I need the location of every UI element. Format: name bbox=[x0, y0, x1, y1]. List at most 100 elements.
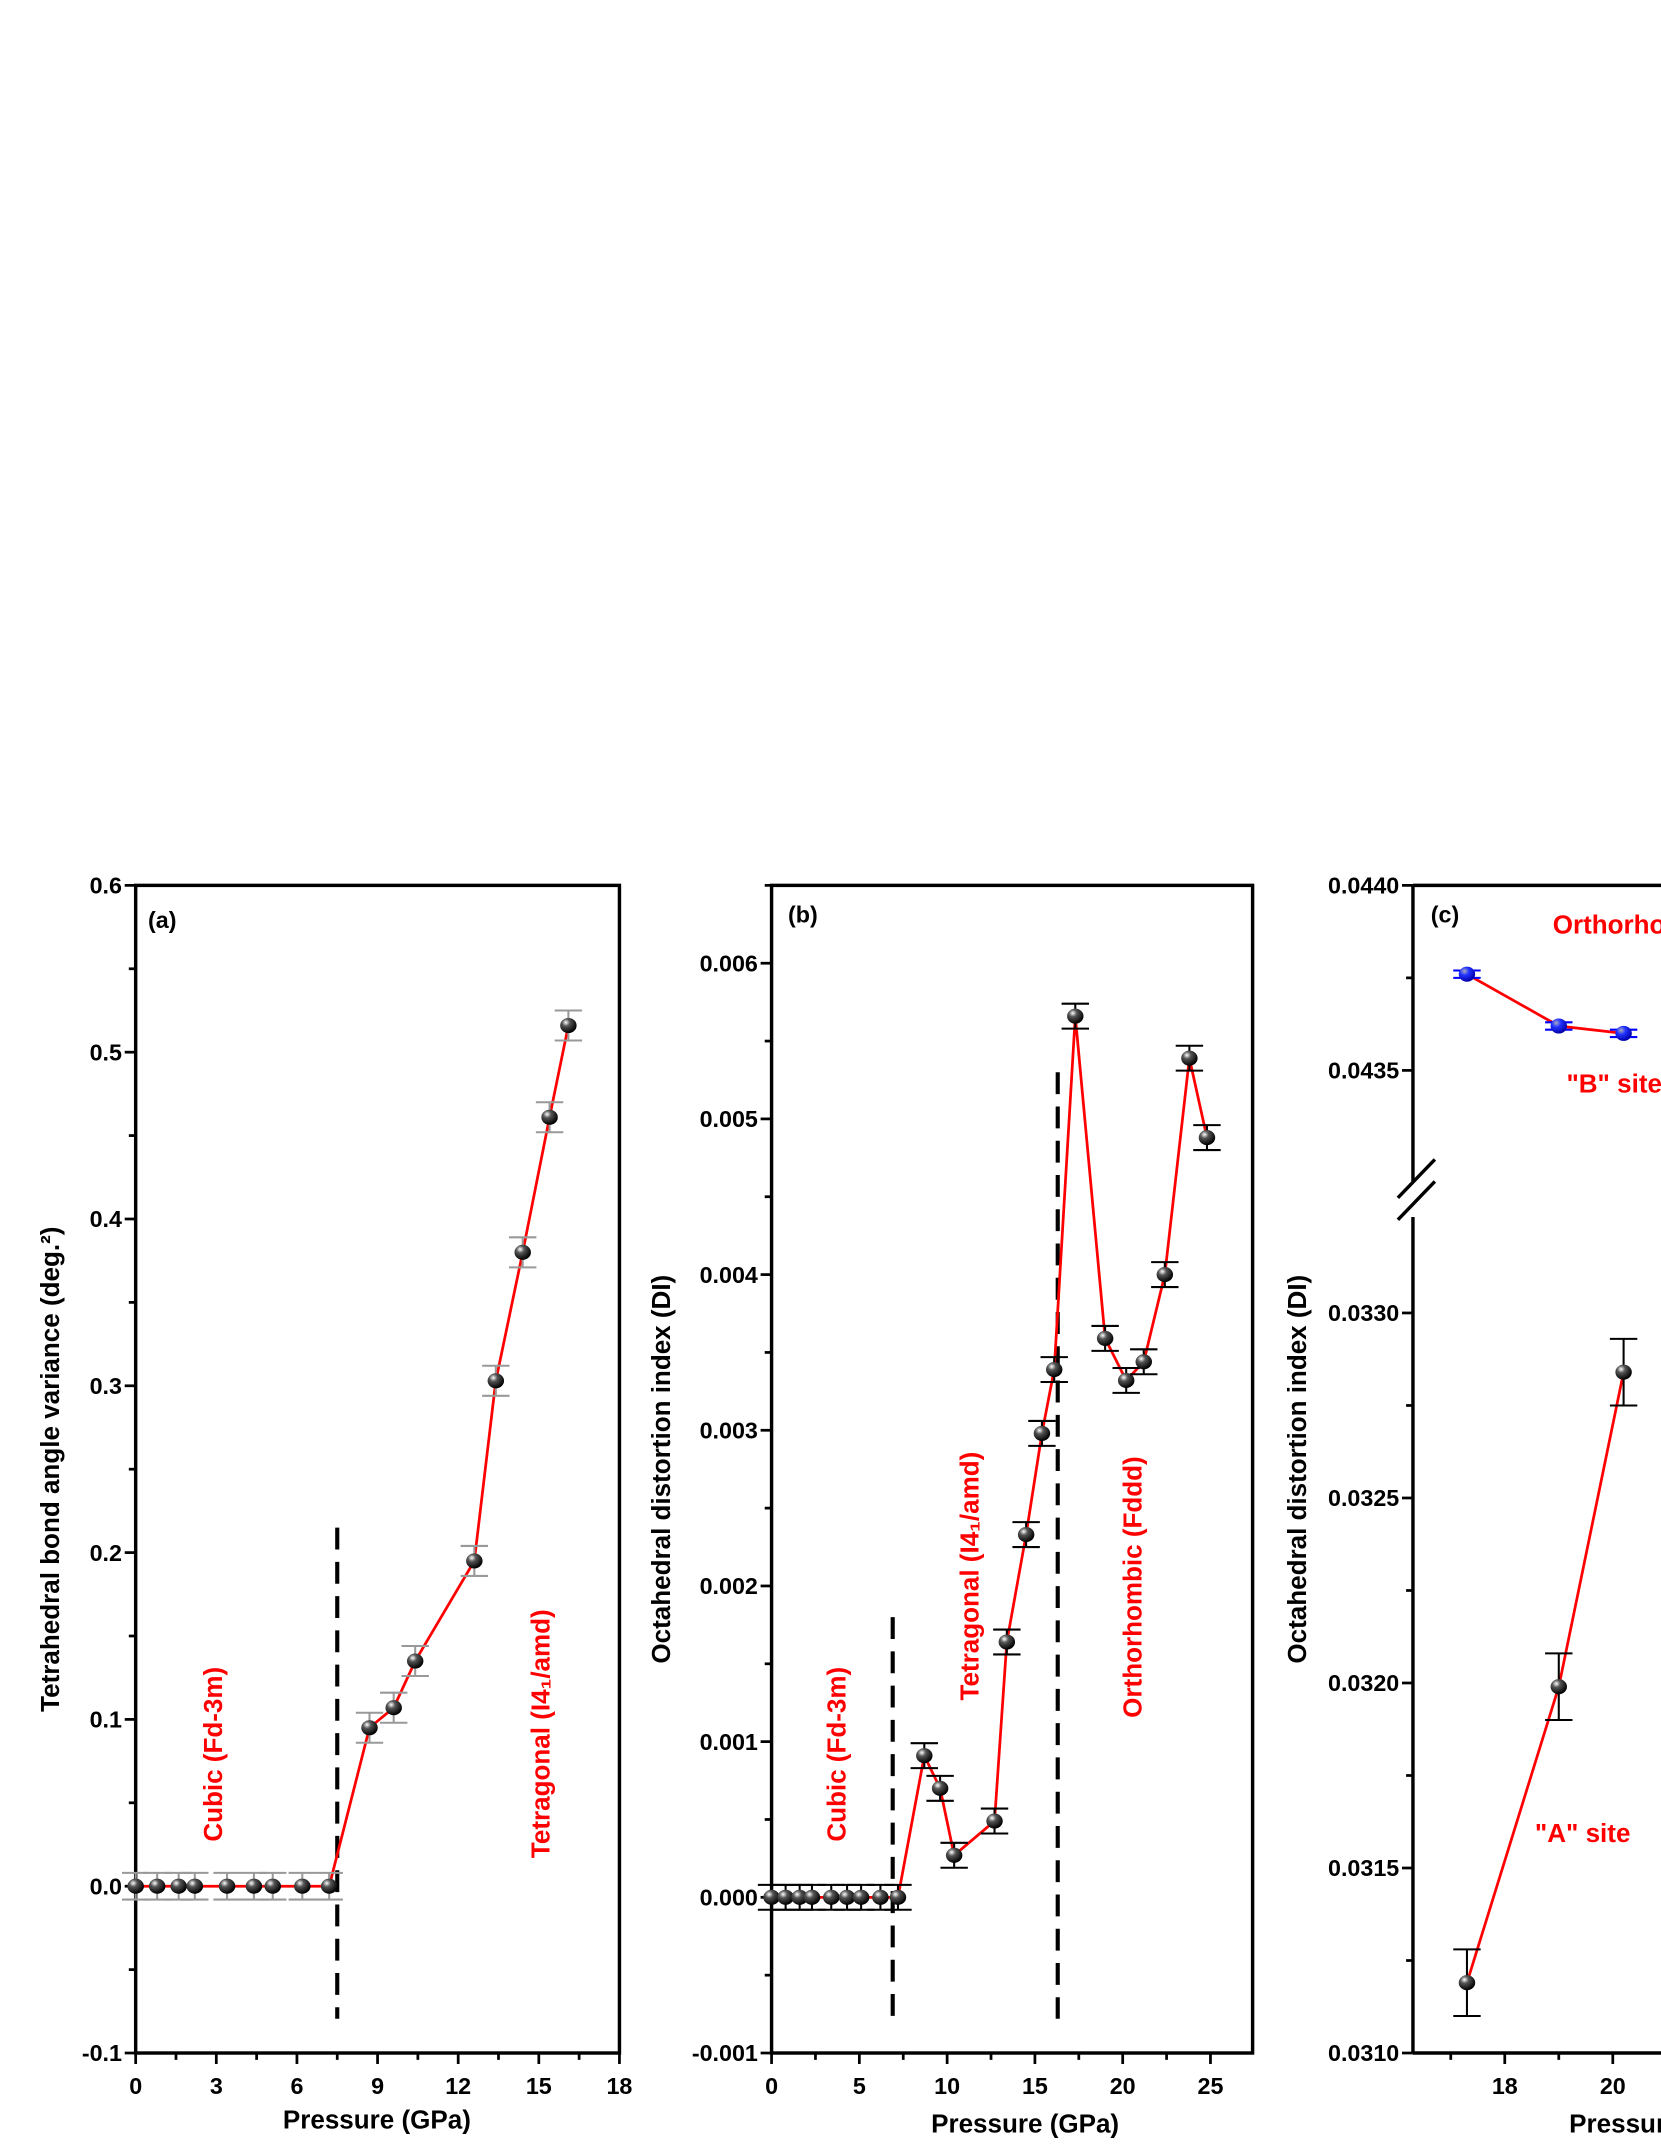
panel-b-data-point bbox=[1045, 1362, 1063, 1378]
panel-b-annotation-cubic: Cubic (Fd-3m) bbox=[822, 1667, 852, 1842]
panel-b-xtick-label: 10 bbox=[934, 2073, 960, 2099]
panel-a-xtick-label: 0 bbox=[129, 2073, 142, 2099]
panel-b-data-point bbox=[1135, 1354, 1152, 1370]
panel-c-series-0-data-point bbox=[1550, 1018, 1568, 1034]
panel-c-ytick-label: 0.0310 bbox=[1328, 2040, 1399, 2066]
panel-c-ytick-label: 0.0435 bbox=[1328, 1058, 1399, 1084]
panel-a-data-point bbox=[514, 1244, 531, 1260]
panel-b-data-point bbox=[1033, 1425, 1051, 1441]
axis-break-mark bbox=[1396, 1158, 1437, 1200]
panel-b-xtick-label: 25 bbox=[1198, 2073, 1224, 2099]
panel-a-ytick-label: 0.5 bbox=[90, 1039, 122, 1065]
panel-c-ytick-label: 0.0320 bbox=[1328, 1670, 1399, 1696]
panel-c-xtick-label: 18 bbox=[1492, 2073, 1518, 2099]
panel-a-xtick-label: 3 bbox=[210, 2073, 223, 2099]
panel-b-ytick-label: 0.005 bbox=[700, 1106, 758, 1132]
panel-c-xtick-label: 20 bbox=[1600, 2073, 1626, 2099]
panel-c-series-0-data-point bbox=[1458, 966, 1476, 982]
panel-b-ytick-label: 0.002 bbox=[700, 1573, 758, 1599]
panel-b-annotation-orthorhombic: Orthorhombic (Fddd) bbox=[1118, 1456, 1148, 1718]
panel-b-data-point bbox=[791, 1889, 808, 1905]
panel-b-data-point bbox=[1198, 1130, 1216, 1146]
panel-a-data-point bbox=[385, 1700, 402, 1716]
panel-b-data-point bbox=[998, 1634, 1016, 1650]
panel-a-frame bbox=[133, 883, 622, 2055]
panel-c-a-site-label: "A" site bbox=[1535, 1818, 1631, 1848]
panel-a-ytick-label: 0.6 bbox=[90, 873, 122, 899]
panel-c-series-1-line bbox=[1465, 1371, 1625, 1984]
panel-b-data-point bbox=[1181, 1050, 1198, 1066]
panel-b-data-point bbox=[872, 1889, 889, 1905]
panel-a-xtick-label: 6 bbox=[290, 2073, 303, 2099]
panel-a-ytick-label: 0.1 bbox=[90, 1707, 122, 1733]
panel-a-ytick-label: 0.2 bbox=[90, 1540, 122, 1566]
panel-c-series-1-data-point bbox=[1615, 1364, 1632, 1380]
panel-a-data-point bbox=[170, 1878, 187, 1894]
panel-a-data-point bbox=[560, 1017, 577, 1034]
panel-b-data-point bbox=[889, 1889, 907, 1905]
panel-a-data-point bbox=[127, 1878, 144, 1894]
panel-a-ylabel: Tetrahedral bond angle variance (deg.²) bbox=[35, 1227, 65, 1712]
panel-a-data-point bbox=[466, 1553, 483, 1569]
panel-a-label: (a) bbox=[148, 907, 176, 933]
panel-c-ytick-label: 0.0325 bbox=[1328, 1485, 1399, 1511]
panel-a-xtick-label: 9 bbox=[371, 2073, 384, 2099]
panel-a-data-point bbox=[245, 1878, 263, 1894]
panel-b-data-point bbox=[823, 1889, 840, 1905]
panel-b-frame bbox=[769, 883, 1255, 2055]
panel-a-xlabel: Pressure (GPa) bbox=[283, 2104, 471, 2134]
panel-b-ytick-label: 0.000 bbox=[700, 1885, 758, 1911]
panel-b-data-point bbox=[986, 1813, 1003, 1829]
panel-a-data-point bbox=[218, 1878, 236, 1894]
panel-b-xtick-label: 20 bbox=[1110, 2073, 1136, 2099]
panel-a-data-point bbox=[294, 1878, 311, 1894]
panel-b-data-point bbox=[916, 1748, 933, 1764]
panel-c-ytick-label: 0.0315 bbox=[1328, 1855, 1399, 1881]
panel-a-ytick-label: 0.3 bbox=[90, 1373, 122, 1399]
panel-c-annotation-orthorhombic: Orthorhombic bbox=[1553, 909, 1661, 939]
panel-a-data-point bbox=[148, 1878, 166, 1894]
panel-c-label: (c) bbox=[1431, 901, 1459, 927]
panel-a-xtick-label: 12 bbox=[445, 2073, 471, 2099]
panel-a-ytick-label: -0.1 bbox=[82, 2040, 122, 2066]
panel-c-ylabel: Octahedral distortion index (DI) bbox=[1282, 1275, 1312, 1664]
panel-a-ytick-label: 0.0 bbox=[90, 1873, 122, 1899]
panel-c-series-0-line bbox=[1466, 972, 1624, 1035]
panel-b-data-point bbox=[763, 1889, 780, 1905]
panel-b-data-point bbox=[1096, 1330, 1114, 1346]
panel-b-data-point bbox=[1117, 1372, 1135, 1388]
panel-b-data-point bbox=[1017, 1527, 1035, 1543]
panel-a-data-point bbox=[186, 1878, 204, 1894]
panel-b-xlabel: Pressure (GPa) bbox=[931, 2108, 1119, 2138]
panel-a-data-point bbox=[361, 1720, 378, 1736]
panel-b-xtick-label: 15 bbox=[1022, 2073, 1048, 2099]
panel-b-label: (b) bbox=[788, 901, 818, 927]
panel-b-ytick-label: 0.006 bbox=[700, 950, 758, 976]
panel-a-data-point bbox=[320, 1878, 338, 1894]
panel-a-data-point bbox=[406, 1653, 424, 1669]
panel-b-ytick-label: 0.004 bbox=[700, 1262, 758, 1288]
panel-c-ytick-label: 0.0440 bbox=[1328, 873, 1399, 899]
panel-a-ytick-label: 0.4 bbox=[90, 1206, 122, 1232]
panel-b-data-point bbox=[1067, 1008, 1084, 1024]
panel-a-xtick-label: 15 bbox=[526, 2073, 552, 2099]
panel-c-b-site-label: "B" site bbox=[1566, 1068, 1661, 1098]
panel-b-data-point bbox=[931, 1780, 949, 1796]
panel-a-data-point bbox=[541, 1109, 558, 1125]
panel-c-series-1-data-point bbox=[1458, 1975, 1476, 1991]
panel-b-xtick-label: 0 bbox=[765, 2073, 778, 2099]
panel-b-data-point bbox=[803, 1889, 821, 1905]
panel-a-annotation-tetragonal: Tetragonal (I4₁/amd) bbox=[526, 1609, 556, 1858]
panel-a-xtick-label: 18 bbox=[606, 2073, 632, 2099]
panel-b-annotation-tetragonal: Tetragonal (I4₁/amd) bbox=[955, 1452, 985, 1701]
panel-b-data-point bbox=[852, 1889, 870, 1905]
panel-c-series-1-data-point bbox=[1550, 1679, 1568, 1695]
panel-b-ytick-label: 0.003 bbox=[700, 1417, 758, 1443]
panel-a-data-point bbox=[487, 1373, 505, 1389]
panel-b-data-point bbox=[945, 1847, 963, 1863]
panel-c-xlabel: Pressure (GPa) bbox=[1569, 2108, 1661, 2138]
chart-marks: -0.1 0.0 0.1 0.2 0.3 0.4 0.5 0.6 0 3 6 9 12 15 18 -0.00… bbox=[82, 873, 1661, 2099]
axis-break-mark bbox=[1396, 1180, 1437, 1221]
panel-b-xtick-label: 5 bbox=[853, 2073, 866, 2099]
